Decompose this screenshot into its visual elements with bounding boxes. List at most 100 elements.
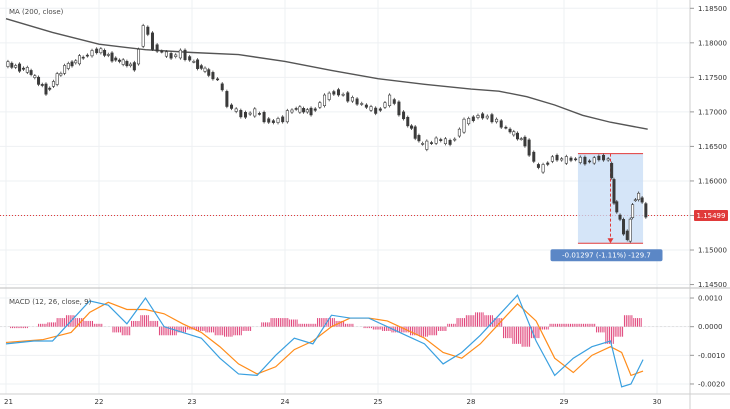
candle-body [318,102,322,108]
measure-tool[interactable] [577,153,644,244]
macd-axis[interactable]: 0.0010 0.0000 -0.0010 -0.0020 [690,295,725,389]
price-tick-label: 1.17500 [698,74,727,82]
candle-body [59,73,63,76]
price-pane[interactable] [5,17,648,243]
candle-body [550,156,554,162]
candle-body [644,203,648,218]
candle-body [588,160,592,163]
time-tick-label: 28 [467,398,476,406]
candle-body [388,94,392,107]
macd-line [5,294,644,388]
candle-body [40,84,44,86]
candle-body [519,138,523,140]
candle-body [448,139,452,145]
candle-body [323,94,327,107]
candle-body [625,230,629,240]
candle-body [188,56,192,61]
candle-body [622,219,626,235]
candle-body [262,111,266,123]
measure-label-text: -0.01297 (-1.11%) -129.7 [562,252,651,260]
candle-body [220,83,224,91]
candle-body [106,54,110,56]
candle-body [121,59,125,65]
candle-body [592,157,596,164]
candle-body [499,120,503,128]
candle-body [146,26,150,35]
macd-tick-label: -0.0020 [698,380,725,388]
candle-body [564,156,568,164]
candle-body [18,63,22,72]
candle-body [413,126,417,139]
candle-body [271,120,275,123]
candle-body [234,108,238,112]
candle-body [583,156,587,165]
ma-200-line [5,17,648,130]
candle-body [425,140,429,150]
price-tick-label: 1.15000 [698,247,727,255]
candle-body [309,107,313,116]
candle-body [110,52,114,62]
candle-body [90,50,94,57]
candle-body [6,61,10,67]
candle-body [421,143,425,145]
candle-body [597,155,601,161]
macd-pane[interactable] [0,294,690,388]
candle-body [305,109,309,113]
candle-body [637,192,641,201]
candle-body [402,111,406,120]
candle-body [462,118,466,133]
candle-body [606,158,610,161]
candle-body [66,63,70,69]
measure-label-box [550,249,663,262]
candle-body [569,157,573,161]
ma-indicator-label[interactable]: MA (200, close) [9,8,64,16]
candle-body [406,116,410,127]
candle-body [481,113,485,119]
candle-body [95,48,99,54]
candle-body [132,62,136,71]
candle-body [313,108,317,111]
candle-body [225,91,229,107]
candle-body [341,93,345,96]
candle-body [602,154,606,161]
macd-tick-label: -0.0010 [698,352,725,360]
candle-body [164,51,168,57]
candle-body [74,60,78,64]
candle-body [169,53,173,59]
candle-body [103,49,107,56]
candle-body [495,118,499,123]
candle-body [508,128,512,133]
candle-body [369,106,373,111]
candle-body [125,61,129,67]
candle-body [355,98,359,105]
price-tick-label: 1.18500 [698,5,727,13]
candle-body [294,108,298,110]
candle-body [248,112,252,115]
candle-body [471,116,475,121]
candle-body [383,102,387,108]
price-tick-label: 1.16500 [698,143,727,151]
candle-body [137,49,141,65]
candle-body [640,197,644,203]
candle-body [37,76,41,85]
candle-body [33,75,37,78]
time-tick-label: 24 [281,398,290,406]
candle-body [523,136,527,147]
candle-body [541,164,545,173]
macd-indicator-label[interactable]: MACD (12, 26, close, 9) [9,298,92,306]
candle-body [360,103,364,105]
candle-body [332,91,336,95]
candle-body [216,78,220,81]
candle-body [178,49,182,59]
candle-body [578,156,582,163]
candle-body [21,67,25,70]
candle-body [230,104,234,109]
candle-body [298,106,302,113]
candle-body [546,162,550,165]
candle-body [192,61,196,63]
time-axis[interactable]: 21 22 23 24 25 28 29 30 [4,398,661,406]
candle-body [150,32,154,50]
candle-body [504,126,508,129]
